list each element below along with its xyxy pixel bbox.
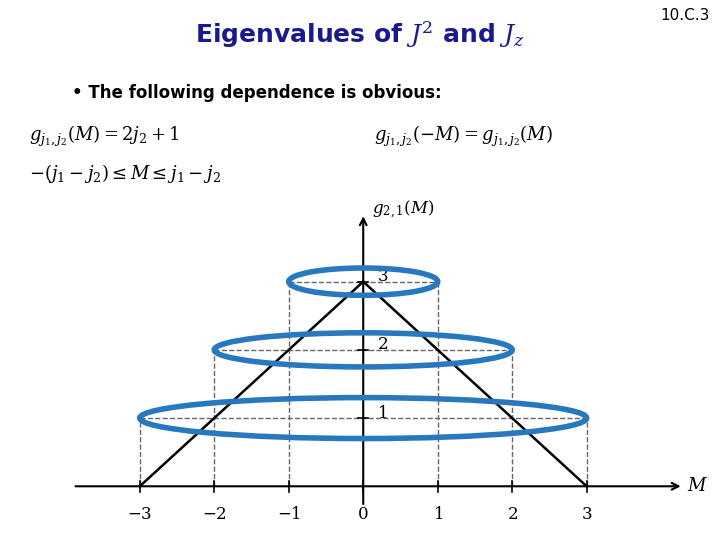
Text: $3$: $3$ (377, 267, 388, 285)
Text: $2$: $2$ (507, 505, 518, 523)
Text: $-2$: $-2$ (202, 505, 227, 523)
Text: $g_{2,1}(M)$: $g_{2,1}(M)$ (372, 199, 435, 221)
Text: $g_{j_1,j_2}(-M) = g_{j_1,j_2}(M)$: $g_{j_1,j_2}(-M) = g_{j_1,j_2}(M)$ (374, 124, 553, 150)
Text: $-(j_1 - j_2) \leq M \leq j_1 - j_2$: $-(j_1 - j_2) \leq M \leq j_1 - j_2$ (29, 162, 221, 185)
Text: $M$: $M$ (687, 477, 708, 495)
Text: $2$: $2$ (377, 335, 387, 353)
Text: Eigenvalues of $J^2$ and $J_z$: Eigenvalues of $J^2$ and $J_z$ (195, 19, 525, 50)
Text: 10.C.3: 10.C.3 (660, 8, 709, 23)
Text: $1$: $1$ (433, 505, 443, 523)
Text: $0$: $0$ (357, 505, 369, 523)
Text: $-1$: $-1$ (276, 505, 301, 523)
Text: $1$: $1$ (377, 403, 387, 422)
Text: • The following dependence is obvious:: • The following dependence is obvious: (72, 84, 441, 102)
Text: $-3$: $-3$ (127, 505, 153, 523)
Text: $3$: $3$ (581, 505, 593, 523)
Text: $g_{j_1,j_2}(M) = 2j_2 + 1$: $g_{j_1,j_2}(M) = 2j_2 + 1$ (29, 124, 180, 150)
